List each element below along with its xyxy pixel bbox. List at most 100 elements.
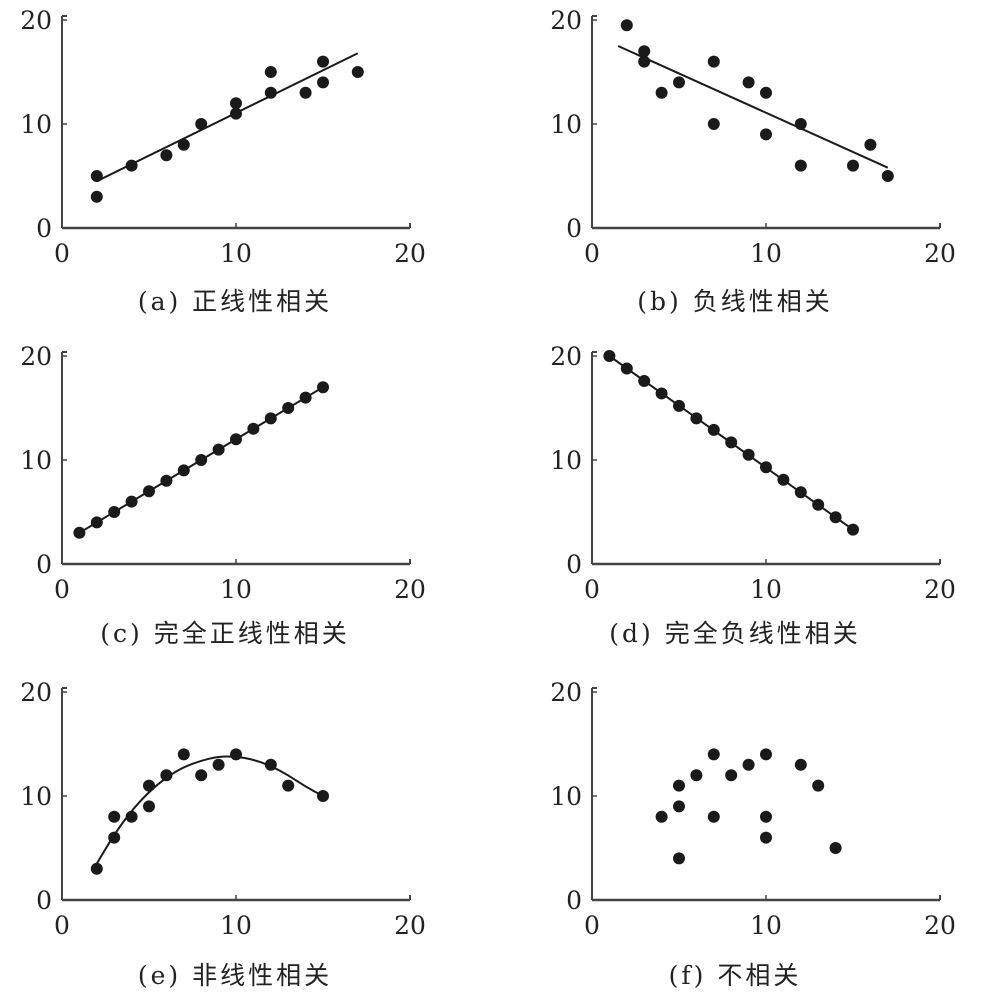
data-point [794, 159, 807, 172]
data-point [90, 516, 103, 529]
data-point [707, 118, 720, 130]
data-point [73, 526, 86, 539]
data-point [673, 779, 685, 792]
caption-b: (b) 负线性相关 [637, 287, 833, 316]
data-point [143, 779, 155, 792]
data-point [812, 779, 825, 792]
data-point [655, 387, 668, 400]
data-point [690, 412, 703, 425]
data-point [760, 86, 772, 99]
caption-e: (e) 非线性相关 [137, 961, 333, 990]
x-tick-label: 20 [394, 911, 426, 940]
data-point [317, 76, 329, 89]
data-point [108, 506, 121, 518]
scatter-plot-e: 0 10 20 0 10 20 [20, 678, 426, 940]
trend-line [617, 45, 889, 169]
caption-c: (c) 完全正线性相关 [100, 619, 350, 648]
y-tick-label: 0 [36, 214, 52, 243]
data-point [264, 66, 277, 78]
data-point [603, 350, 616, 362]
data-point [282, 402, 295, 414]
y-tick-label: 10 [550, 110, 582, 139]
data-point [317, 55, 329, 68]
x-tick-label: 0 [584, 911, 600, 940]
data-point [794, 486, 807, 499]
data-point [195, 118, 208, 130]
data-point [160, 769, 173, 782]
scatter-plot-c: 0 10 20 0 10 20 [20, 342, 426, 604]
x-tick-label: 10 [750, 911, 782, 940]
y-tick-label: 20 [550, 6, 582, 35]
y-tick-label: 0 [566, 886, 582, 915]
data-point [90, 862, 103, 875]
trend-curve [95, 755, 324, 865]
data-point [299, 391, 312, 404]
data-point [160, 149, 173, 162]
x-tick-label: 0 [54, 575, 70, 604]
data-point [707, 55, 720, 68]
data-point [108, 831, 121, 844]
data-point [143, 485, 155, 498]
data-point [760, 831, 772, 844]
data-point [655, 86, 668, 99]
data-point [212, 758, 225, 771]
data-point [673, 800, 685, 813]
x-tick-label: 10 [220, 911, 252, 940]
data-point [195, 454, 208, 466]
panel-a: 0 10 20 0 10 20 (a) 正线性相关 [0, 0, 470, 330]
panel-f: 0 10 20 0 10 20 (f) 不相关 [530, 672, 984, 1002]
data-point [351, 66, 364, 78]
data-point [177, 138, 190, 151]
data-point [707, 748, 720, 761]
scatter-plot-a: 0 10 20 0 10 20 [20, 6, 426, 268]
data-point [829, 511, 842, 524]
data-point [230, 748, 242, 761]
y-tick-label: 0 [36, 550, 52, 579]
y-tick-label: 0 [36, 886, 52, 915]
data-point [742, 448, 755, 461]
caption-a: (a) 正线性相关 [137, 287, 333, 316]
data-point [143, 800, 155, 813]
data-point [264, 758, 277, 771]
data-point [230, 433, 242, 446]
x-tick-label: 10 [220, 575, 252, 604]
data-point [742, 758, 755, 771]
panel-e: 0 10 20 0 10 20 (e) 非线性相关 [0, 672, 470, 1002]
y-tick-label: 20 [550, 342, 582, 371]
data-point [264, 412, 277, 425]
x-tick-label: 0 [584, 239, 600, 268]
y-tick-label: 10 [20, 110, 52, 139]
y-tick-label: 10 [550, 782, 582, 811]
y-tick-label: 20 [20, 678, 52, 707]
y-tick-label: 0 [566, 214, 582, 243]
y-tick-label: 10 [550, 446, 582, 475]
panel-d: 0 10 20 0 10 20 (d) 完全负线性相关 [530, 336, 984, 666]
data-point [177, 748, 190, 761]
x-tick-label: 20 [924, 239, 956, 268]
data-point [760, 128, 772, 141]
data-point [282, 779, 295, 792]
data-point [881, 170, 894, 182]
x-tick-label: 10 [750, 575, 782, 604]
y-tick-label: 10 [20, 446, 52, 475]
data-point [620, 19, 633, 32]
scatter-plot-f: 0 10 20 0 10 20 [550, 678, 956, 940]
caption-d: (d) 完全负线性相关 [609, 619, 861, 648]
x-tick-label: 0 [54, 239, 70, 268]
trend-line [96, 52, 359, 183]
scatter-plot-b: 0 10 20 0 10 20 [550, 6, 956, 268]
data-point [638, 374, 651, 387]
data-point [90, 190, 103, 203]
scatter-plot-d: 0 10 20 0 10 20 [550, 342, 956, 604]
data-point [725, 436, 738, 449]
data-point [864, 138, 877, 151]
data-point [299, 86, 312, 99]
data-point [212, 443, 225, 456]
data-point [264, 86, 277, 99]
y-tick-label: 0 [566, 550, 582, 579]
data-point [847, 159, 859, 172]
x-tick-label: 10 [750, 239, 782, 268]
data-point [673, 76, 685, 89]
x-tick-label: 20 [394, 239, 426, 268]
data-point [655, 810, 668, 823]
